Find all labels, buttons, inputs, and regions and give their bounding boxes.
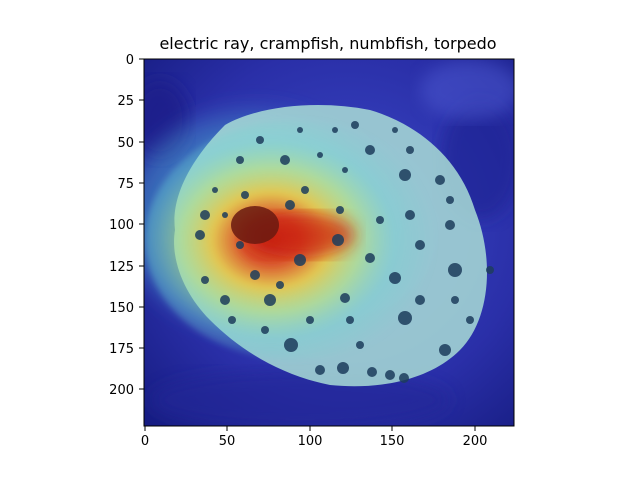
axes-frame: [143, 58, 515, 427]
y-tick-label: 125: [109, 260, 134, 275]
x-tick-label: 200: [463, 434, 488, 449]
x-tick-label: 0: [141, 434, 149, 449]
y-tick-label: 200: [109, 383, 134, 398]
x-tick-label: 100: [298, 434, 323, 449]
y-tick-label: 175: [109, 342, 134, 357]
y-tick-label: 150: [109, 301, 134, 316]
x-tick-label: 50: [219, 434, 236, 449]
y-tick-label: 25: [117, 94, 134, 109]
y-tick-label: 75: [117, 177, 134, 192]
y-tick-label: 100: [109, 218, 134, 233]
ray-spots: [195, 121, 494, 383]
x-axis: 0 50 100 150 200: [141, 426, 488, 449]
heatmap-image: [144, 59, 514, 426]
y-tick-label: 0: [126, 53, 134, 68]
x-tick-label: 150: [380, 434, 405, 449]
y-axis: 0 25 50 75 100 125 150 175 200: [109, 53, 144, 398]
plot-title: electric ray, crampfish, numbfish, torpe…: [159, 34, 496, 53]
y-tick-label: 50: [117, 136, 134, 151]
